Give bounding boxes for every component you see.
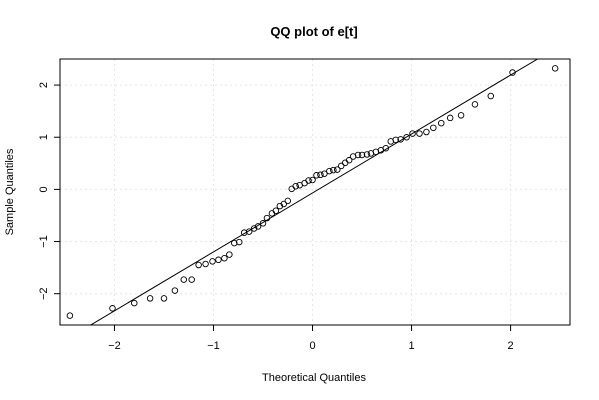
data-point (250, 225, 258, 232)
data-point (392, 136, 399, 144)
data-point (280, 200, 288, 208)
data-point (301, 179, 308, 187)
data-point (231, 239, 238, 247)
data-point (288, 185, 295, 193)
x-tick-label: −1 (207, 340, 220, 352)
data-point (317, 171, 324, 179)
data-point (221, 254, 228, 262)
data-point (363, 151, 371, 158)
data-point (188, 276, 195, 283)
x-tick-label: 1 (408, 340, 414, 352)
data-point (345, 156, 353, 164)
data-point (551, 65, 559, 72)
data-point (337, 162, 345, 170)
data-point (259, 220, 267, 227)
data-point (292, 183, 299, 190)
x-tick-label: 2 (508, 340, 514, 352)
data-point (131, 299, 138, 307)
x-axis-label: Theoretical Quantiles (262, 372, 366, 384)
data-point (254, 223, 262, 230)
y-tick-label: −2 (38, 287, 50, 300)
data-point (160, 295, 168, 302)
data-point (309, 176, 316, 184)
data-point (272, 207, 280, 215)
data-point (358, 151, 366, 159)
y-tick-label: 1 (38, 134, 50, 140)
data-point (326, 167, 333, 175)
data-point (245, 228, 253, 235)
points-group (66, 65, 559, 319)
x-tick-label: −2 (108, 340, 121, 352)
y-axis-label: Sample Quantiles (4, 148, 16, 235)
data-point (276, 202, 284, 210)
data-point (195, 261, 202, 269)
axes: −2 −1 0 1 2 −2 −1 0 1 2 (38, 82, 514, 352)
data-point (334, 166, 341, 173)
data-point (268, 210, 276, 217)
data-point (354, 151, 362, 159)
data-point (240, 229, 248, 236)
data-point (471, 101, 479, 108)
data-point (446, 114, 454, 122)
data-point (284, 197, 292, 205)
x-tick-label: 0 (309, 340, 315, 352)
y-tick-label: 2 (38, 82, 50, 88)
data-point (235, 238, 243, 246)
data-point (457, 112, 465, 119)
reference-line (89, 59, 539, 325)
data-point (202, 260, 209, 268)
chart-title: QQ plot of e[t] (270, 24, 357, 39)
data-point (403, 133, 410, 141)
data-point (330, 166, 337, 174)
data-point (215, 256, 222, 264)
data-point (109, 305, 116, 312)
data-point (66, 312, 74, 319)
data-point (180, 276, 188, 283)
plot-frame (59, 58, 571, 326)
data-point (430, 124, 437, 132)
data-point (263, 214, 271, 222)
reference-line-group (89, 59, 539, 325)
data-point (423, 128, 430, 136)
grid (60, 59, 570, 325)
data-point (416, 130, 423, 137)
data-point (171, 287, 179, 294)
data-point (209, 258, 216, 265)
data-point (146, 295, 154, 302)
data-point (305, 177, 312, 184)
data-point (313, 172, 320, 179)
data-point (409, 130, 416, 137)
data-point (321, 170, 328, 177)
y-tick-label: −1 (38, 235, 50, 248)
data-point (509, 69, 516, 76)
data-point (487, 92, 495, 100)
data-point (382, 144, 390, 152)
y-tick-label: 0 (38, 186, 50, 192)
data-point (341, 159, 349, 167)
data-point (438, 119, 445, 127)
data-point (397, 136, 404, 143)
data-point (226, 251, 233, 258)
